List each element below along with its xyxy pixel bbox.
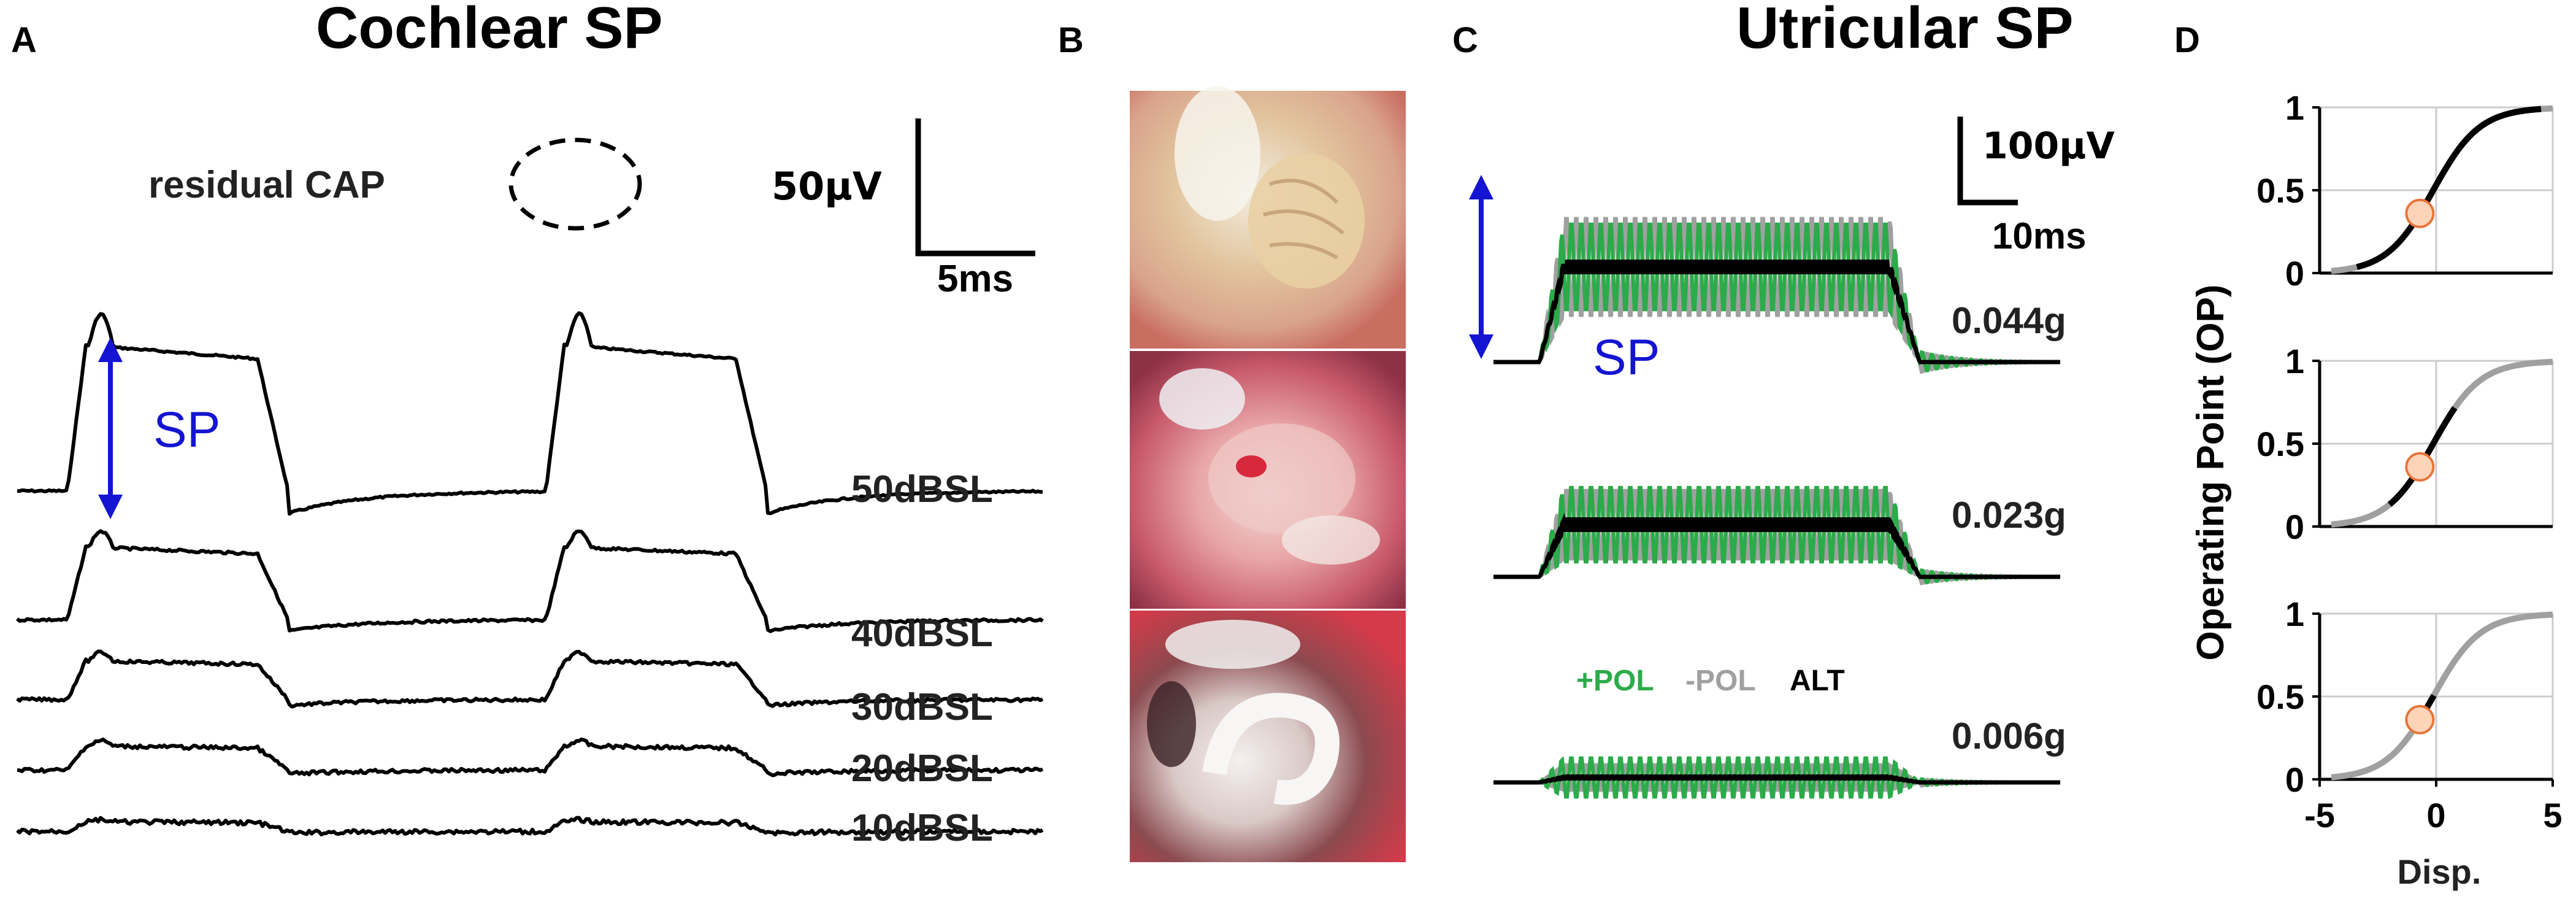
x-tick-label: -5: [2304, 796, 2335, 835]
op-subplot: 00.51: [2256, 342, 2554, 546]
operating-point-marker: [2405, 452, 2435, 482]
y-tick-label: 0.5: [2256, 677, 2304, 716]
panel-d: D Operating Point (OP) 00.5100.5100.51-5…: [2174, 20, 2563, 891]
y-tick-label: 0: [2285, 507, 2304, 546]
utricular-trace-alt: [1493, 774, 2060, 785]
cochlear-trace: [15, 529, 1044, 633]
scale-bar-cochlear: [915, 118, 1035, 257]
residual-cap-circle: [508, 137, 642, 231]
panel-b-letter: B: [1058, 20, 1084, 60]
panel-a-letter: A: [11, 20, 37, 60]
trace-label-40dbsl: 40dBSL: [851, 612, 993, 655]
operating-point-marker: [2405, 198, 2435, 228]
scale-amplitude-cochlear: 50μV: [772, 164, 882, 209]
cochlear-trace: [17, 311, 1043, 516]
trace-label-50dbsl: 50dBSL: [851, 468, 993, 511]
scale-amplitude-utricular: 100μV: [1982, 125, 2115, 168]
y-tick-label: 1: [2285, 342, 2304, 380]
op-subplot: 00.51: [2256, 88, 2554, 293]
photo-cochlea-intact: [1130, 86, 1406, 349]
trace-label-0044g: 0.044g: [1952, 300, 2066, 341]
panel-c: C Utricular SP SP 100μV 10ms 0.044g 0.02…: [1452, 0, 2115, 800]
panel-b: B: [1058, 20, 1406, 862]
panel-d-letter: D: [2174, 20, 2200, 60]
utricular-trace-alt: [1493, 513, 2060, 579]
y-tick-label: 0.5: [2256, 425, 2304, 463]
transfer-curve-active: [2356, 106, 2542, 271]
trace-label-0023g: 0.023g: [1952, 495, 2066, 536]
scale-bar-utricular: [1957, 117, 2018, 206]
sp-label-cochlear: SP: [153, 402, 220, 458]
op-subplot: 00.51-5 0 5: [2256, 595, 2562, 835]
legend-pos-pol: +POL: [1576, 665, 1654, 697]
utricular-trace-alt: [1493, 260, 2060, 365]
x-tick-label: 0: [2426, 796, 2445, 835]
y-tick-label: 1: [2285, 88, 2304, 127]
cochlear-trace: [16, 649, 1044, 709]
panel-d-ylabel: Operating Point (OP): [2190, 284, 2232, 660]
transfer-curve: [2331, 611, 2553, 781]
panel-c-title: Utricular SP: [1736, 0, 2074, 61]
panel-a-title: Cochlear SP: [316, 0, 663, 61]
x-tick-label: 5: [2543, 796, 2562, 835]
y-tick-label: 0: [2285, 760, 2304, 799]
y-tick-label: 1: [2285, 595, 2304, 633]
photo-cochlea-opened: [1130, 351, 1406, 609]
scale-time-cochlear: 5ms: [937, 258, 1013, 300]
y-tick-label: 0: [2285, 254, 2304, 293]
y-tick-label: 0.5: [2256, 171, 2304, 210]
panel-d-xlabel: Disp.: [2398, 852, 2482, 891]
legend-neg-pol: -POL: [1685, 665, 1756, 697]
utricular-trace-pos-pol: [1493, 222, 2060, 373]
panel-a: A Cochlear SP residual CAP SP 50μV 5ms 5…: [11, 0, 1044, 849]
trace-label-30dbsl: 30dBSL: [851, 686, 993, 728]
trace-label-0006g: 0.006g: [1952, 716, 2066, 757]
sp-label-utricular: SP: [1593, 330, 1660, 385]
cochlear-sp-traces: [15, 311, 1044, 837]
residual-cap-label: residual CAP: [148, 164, 385, 206]
panel-c-letter: C: [1452, 20, 1478, 60]
utricular-sp-traces: [1493, 217, 2061, 800]
scale-time-utricular: 10ms: [1992, 215, 2086, 257]
cochlear-trace: [16, 816, 1044, 837]
legend-alt: ALT: [1790, 665, 1845, 697]
cochlear-trace: [17, 737, 1044, 777]
trace-label-20dbsl: 20dBSL: [851, 747, 993, 790]
trace-label-10dbsl: 10dBSL: [851, 807, 993, 849]
photo-utricle: [1130, 611, 1406, 862]
operating-point-marker: [2405, 704, 2435, 735]
